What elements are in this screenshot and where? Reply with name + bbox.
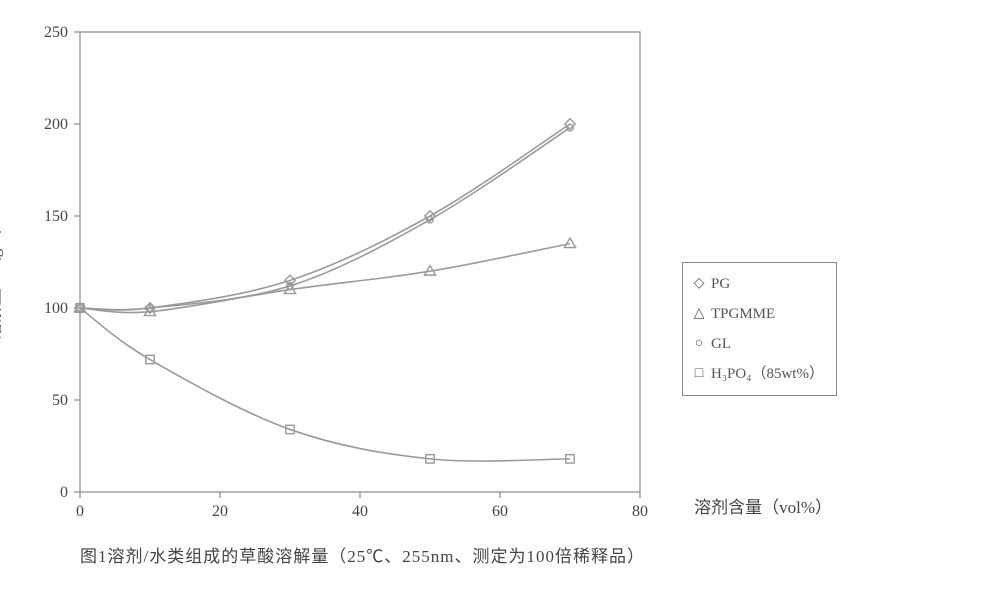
diamond-icon: ◇	[691, 270, 707, 298]
circle-icon: ○	[691, 330, 707, 358]
svg-text:50: 50	[52, 392, 68, 409]
svg-text:80: 80	[632, 503, 648, 520]
legend: ◇ PG △ TPGMME ○ GL □ H₃PO₄（85wt%）	[682, 262, 837, 396]
legend-label: PG	[711, 269, 730, 299]
figure: 溶解量%（g/L） 020406080050100150200250 溶剂含量（…	[20, 20, 980, 536]
legend-label: H₃PO₄（85wt%）	[711, 359, 824, 389]
triangle-icon: △	[691, 300, 707, 328]
x-axis-label: 溶剂含量（vol%）	[694, 493, 832, 518]
chart: 溶解量%（g/L） 020406080050100150200250 溶剂含量（…	[20, 20, 652, 536]
square-icon: □	[691, 360, 707, 388]
svg-text:150: 150	[44, 208, 68, 225]
svg-text:250: 250	[44, 24, 68, 41]
svg-text:200: 200	[44, 116, 68, 133]
y-axis-label: 溶解量%（g/L）	[0, 217, 5, 340]
plot-area: 0 20 40 60 80 0 50 100 150 200 250	[20, 20, 652, 536]
legend-label: GL	[711, 329, 731, 359]
legend-item-pg: ◇ PG	[691, 269, 826, 299]
svg-text:60: 60	[492, 503, 508, 520]
legend-item-gl: ○ GL	[691, 329, 826, 359]
legend-item-h3po4: □ H₃PO₄（85wt%）	[691, 359, 826, 389]
svg-text:0: 0	[76, 503, 84, 520]
svg-text:40: 40	[352, 503, 368, 520]
svg-text:100: 100	[44, 300, 68, 317]
svg-text:20: 20	[212, 503, 228, 520]
svg-text:0: 0	[60, 484, 68, 501]
legend-item-tpgmme: △ TPGMME	[691, 299, 826, 329]
figure-caption: 图1溶剂/水类组成的草酸溶解量（25℃、255nm、测定为100倍稀释品）	[80, 542, 980, 567]
legend-label: TPGMME	[711, 299, 775, 329]
